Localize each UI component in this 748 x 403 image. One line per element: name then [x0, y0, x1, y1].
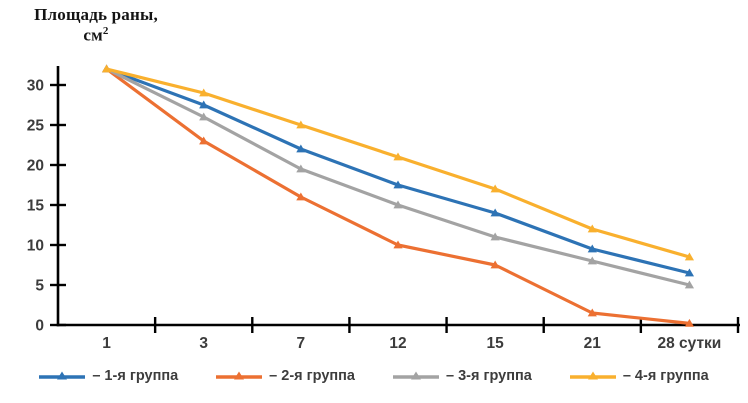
svg-text:3: 3: [199, 335, 208, 352]
svg-text:21: 21: [584, 335, 602, 352]
svg-text:1: 1: [102, 335, 111, 352]
y-axis-title: Площадь раны, см2: [8, 5, 184, 46]
svg-text:25: 25: [27, 118, 45, 135]
svg-text:15: 15: [27, 198, 45, 215]
legend-item-group-1: – 1-я группа: [39, 368, 178, 384]
legend-item-group-2: – 2-я группа: [216, 368, 355, 384]
svg-text:5: 5: [35, 278, 44, 295]
y-axis-title-line2: см2: [83, 25, 109, 46]
svg-text:10: 10: [27, 238, 44, 255]
legend-marker-group-2-icon: [216, 371, 263, 380]
svg-text:15: 15: [487, 335, 505, 352]
svg-text:30: 30: [27, 78, 44, 95]
legend-marker-group-1-icon: [39, 371, 86, 380]
legend-label-group-1: – 1-я группа: [92, 368, 179, 384]
legend-item-group-3: – 3-я группа: [393, 368, 532, 384]
legend: – 1-я группа – 2-я группа – 3-я группа –…: [0, 368, 748, 384]
svg-text:0: 0: [35, 318, 44, 335]
legend-label-group-2: – 2-я группа: [269, 368, 355, 384]
legend-marker-group-3-icon: [393, 371, 439, 380]
svg-text:12: 12: [389, 335, 406, 352]
svg-text:20: 20: [27, 158, 44, 175]
svg-text:7: 7: [297, 335, 306, 352]
legend-label-group-4: – 4-я группа: [622, 368, 709, 384]
svg-text:28 сутки: 28 сутки: [657, 335, 721, 352]
legend-marker-group-4-icon: [569, 371, 616, 380]
y-axis-title-line1: Площадь раны,: [34, 5, 158, 24]
legend-label-group-3: – 3-я группа: [446, 368, 532, 384]
legend-item-group-4: – 4-я группа: [569, 368, 709, 384]
